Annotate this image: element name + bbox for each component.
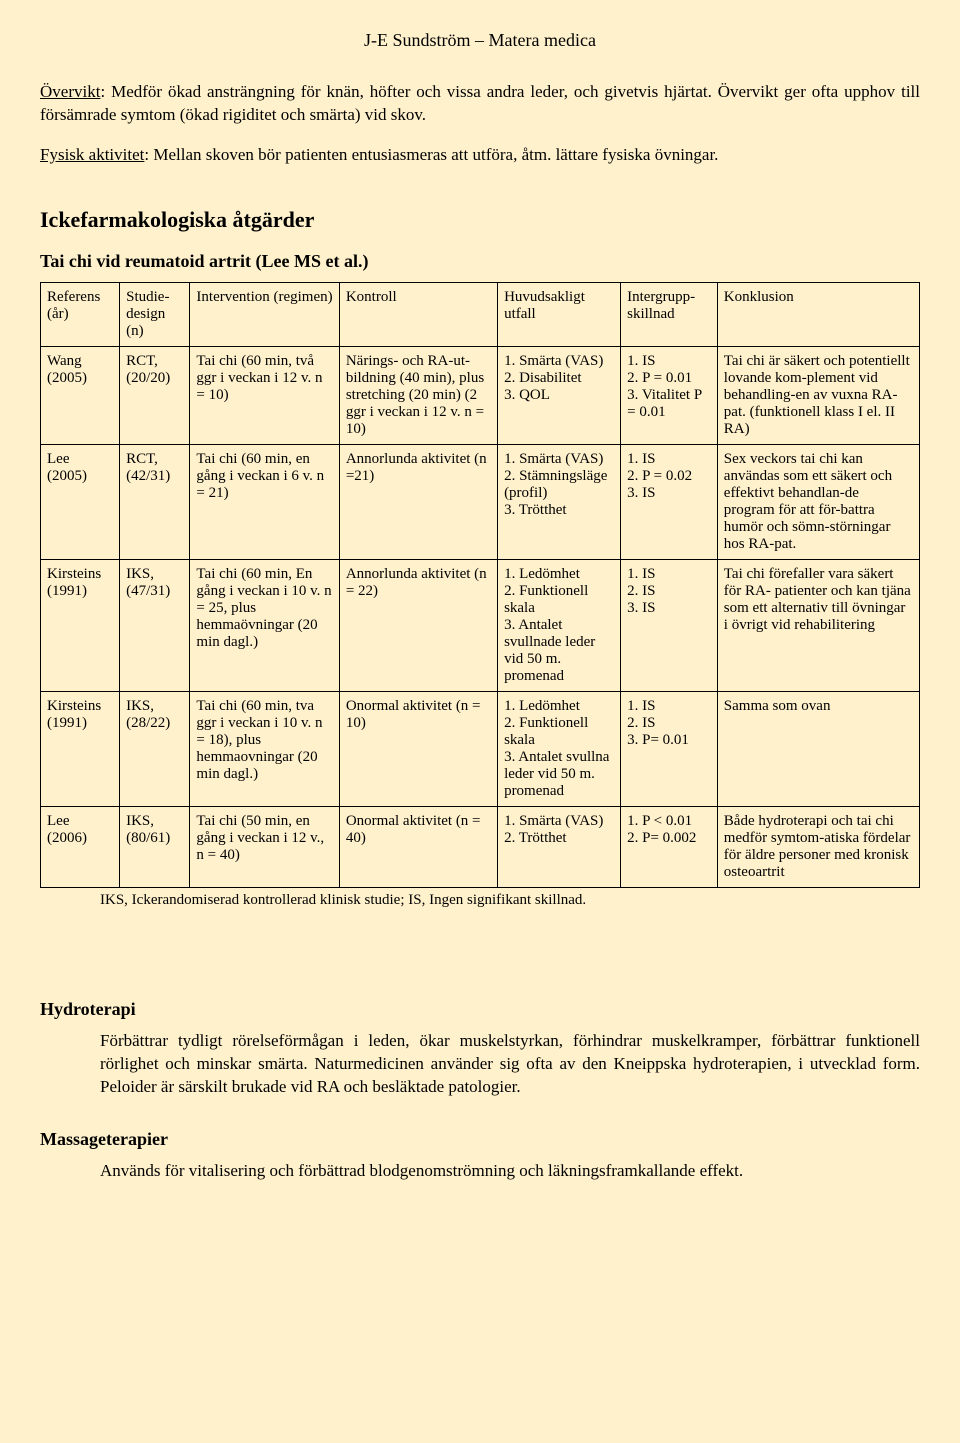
fysisk-text: : Mellan skoven bör patienten entusiasme… — [144, 145, 718, 164]
cell: 1. IS2. P = 0.013. Vitalitet P = 0.01 — [621, 346, 718, 444]
heading-ickefarmakologiska: Ickefarmakologiska åtgärder — [40, 207, 920, 233]
cell: Lee (2005) — [41, 444, 120, 559]
cell: 1. P < 0.012. P= 0.002 — [621, 806, 718, 887]
cell: 1. IS2. IS3. P= 0.01 — [621, 691, 718, 806]
intro-overvikt: Övervikt: Medför ökad ansträngning för k… — [40, 81, 920, 127]
document-page: J-E Sundström – Matera medica Övervikt: … — [0, 0, 960, 1260]
cell: Sex veckors tai chi kan användas som ett… — [717, 444, 919, 559]
study-table: Referens (år) Studie-design (n) Interven… — [40, 282, 920, 888]
table-row: Kirsteins (1991) IKS, (47/31) Tai chi (6… — [41, 559, 920, 691]
cell: 1. IS2. P = 0.023. IS — [621, 444, 718, 559]
fysisk-label: Fysisk aktivitet — [40, 145, 144, 164]
heading-massage: Massageterapier — [40, 1129, 920, 1150]
cell: Tai chi (60 min, tva ggr i veckan i 10 v… — [190, 691, 339, 806]
cell: Annorlunda aktivitet (n = 22) — [339, 559, 497, 691]
th-referens: Referens (år) — [41, 282, 120, 346]
cell: Onormal aktivitet (n = 40) — [339, 806, 497, 887]
cell: 1. Smärta (VAS)2. Disabilitet3. QOL — [498, 346, 621, 444]
cell: Samma som ovan — [717, 691, 919, 806]
table-row: Lee (2006) IKS, (80/61) Tai chi (50 min,… — [41, 806, 920, 887]
th-utfall: Huvudsakligt utfall — [498, 282, 621, 346]
heading-hydroterapi: Hydroterapi — [40, 999, 920, 1020]
table-footnote: IKS, Ickerandomiserad kontrollerad klini… — [100, 892, 920, 909]
cell: IKS, (80/61) — [120, 806, 190, 887]
cell: Tai chi är säkert och potentiellt lovand… — [717, 346, 919, 444]
cell: Både hydroterapi och tai chi medför symt… — [717, 806, 919, 887]
cell: Tai chi förefaller vara säkert för RA- p… — [717, 559, 919, 691]
cell: Tai chi (60 min, två ggr i veckan i 12 v… — [190, 346, 339, 444]
table-row: Lee (2005) RCT, (42/31) Tai chi (60 min,… — [41, 444, 920, 559]
cell: Tai chi (60 min, en gång i veckan i 6 v.… — [190, 444, 339, 559]
cell: Wang (2005) — [41, 346, 120, 444]
th-design: Studie-design (n) — [120, 282, 190, 346]
overvikt-label: Övervikt — [40, 82, 100, 101]
massage-text: Används för vitalisering och förbättrad … — [100, 1160, 920, 1183]
cell: 1. Smärta (VAS)2. Trötthet — [498, 806, 621, 887]
cell: 1. Smärta (VAS)2. Stämningsläge (profil)… — [498, 444, 621, 559]
table-row: Wang (2005) RCT, (20/20) Tai chi (60 min… — [41, 346, 920, 444]
cell: 1. IS2. IS3. IS — [621, 559, 718, 691]
cell: Onormal aktivitet (n = 10) — [339, 691, 497, 806]
cell: Tai chi (50 min, en gång i veckan i 12 v… — [190, 806, 339, 887]
cell: RCT, (20/20) — [120, 346, 190, 444]
cell: Närings- och RA-ut-bildning (40 min), pl… — [339, 346, 497, 444]
table-body: Wang (2005) RCT, (20/20) Tai chi (60 min… — [41, 346, 920, 887]
cell: Tai chi (60 min, En gång i veckan i 10 v… — [190, 559, 339, 691]
th-kontroll: Kontroll — [339, 282, 497, 346]
intro-fysisk: Fysisk aktivitet: Mellan skoven bör pati… — [40, 144, 920, 167]
cell: IKS, (47/31) — [120, 559, 190, 691]
th-skillnad: Intergrupp-skillnad — [621, 282, 718, 346]
cell: RCT, (42/31) — [120, 444, 190, 559]
th-intervention: Intervention (regimen) — [190, 282, 339, 346]
heading-taichi: Tai chi vid reumatoid artrit (Lee MS et … — [40, 251, 920, 272]
hydroterapi-text: Förbättrar tydligt rörelseförmågan i led… — [100, 1030, 920, 1099]
page-header: J-E Sundström – Matera medica — [40, 30, 920, 51]
table-header-row: Referens (år) Studie-design (n) Interven… — [41, 282, 920, 346]
cell: IKS, (28/22) — [120, 691, 190, 806]
cell: Kirsteins (1991) — [41, 559, 120, 691]
cell: Kirsteins (1991) — [41, 691, 120, 806]
cell: 1. Ledömhet2. Funktionell skala3. Antale… — [498, 691, 621, 806]
cell: Lee (2006) — [41, 806, 120, 887]
cell: 1. Ledömhet2. Funktionell skala3. Antale… — [498, 559, 621, 691]
overvikt-text: : Medför ökad ansträngning för knän, höf… — [40, 82, 920, 124]
th-konklusion: Konklusion — [717, 282, 919, 346]
cell: Annorlunda aktivitet (n =21) — [339, 444, 497, 559]
table-row: Kirsteins (1991) IKS, (28/22) Tai chi (6… — [41, 691, 920, 806]
